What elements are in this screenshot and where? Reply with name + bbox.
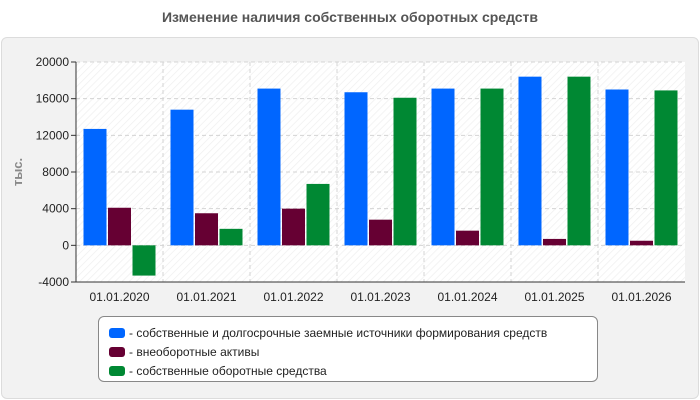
chart-title: Изменение наличия собственных оборотных … [161, 9, 539, 25]
bar [480, 88, 504, 246]
x-tick-label: 01.01.2024 [437, 290, 497, 304]
legend-item-sources: - собственные и долгосрочные заемные ист… [109, 323, 597, 342]
bar [630, 240, 653, 246]
legend-item-working-capital: - собственные оборотные средства [109, 361, 597, 380]
bar [83, 128, 107, 246]
bar [369, 219, 392, 246]
bar [567, 76, 591, 246]
y-tick-label: 16000 [36, 92, 70, 106]
y-axis-label: тыс. [10, 158, 25, 186]
x-tick-label: 01.01.2026 [611, 290, 671, 304]
x-tick-label: 01.01.2025 [524, 290, 584, 304]
bar [518, 76, 542, 246]
y-tick-label: 12000 [36, 128, 70, 142]
x-tick-label: 01.01.2022 [263, 290, 323, 304]
bar [393, 97, 417, 246]
bar [306, 183, 330, 246]
legend: - собственные и долгосрочные заемные ист… [98, 316, 598, 382]
legend-label-sources: - собственные и долгосрочные заемные ист… [129, 325, 548, 340]
bar [605, 89, 629, 246]
bar [282, 208, 305, 246]
bar [543, 238, 566, 246]
bar [431, 88, 455, 246]
x-tick-label: 01.01.2021 [176, 290, 236, 304]
bar [108, 207, 131, 246]
legend-label-noncurrent-assets: - внеоборотные активы [129, 344, 260, 359]
bar [456, 230, 479, 246]
y-tick-label: 8000 [42, 165, 69, 179]
x-tick-label: 01.01.2020 [89, 290, 149, 304]
axes-group: 20000 16000 12000 8000 4000 0 -4000 01.01.2020 0… [36, 55, 685, 304]
bar [132, 245, 156, 276]
bar [257, 88, 281, 246]
y-tick-label: -4000 [38, 275, 69, 289]
legend-label-working-capital: - собственные оборотные средства [129, 363, 327, 378]
y-tick-label: 20000 [36, 55, 70, 69]
legend-swatch-sources [109, 327, 125, 338]
bar [170, 109, 194, 246]
bar [344, 92, 368, 246]
y-tick-label: 0 [62, 238, 69, 252]
bars-group [83, 76, 678, 276]
bar [654, 90, 678, 246]
x-tick-label: 01.01.2023 [350, 290, 410, 304]
legend-swatch-noncurrent-assets [109, 346, 125, 357]
y-tick-label: 4000 [42, 202, 69, 216]
legend-swatch-working-capital [109, 365, 125, 376]
bar [219, 228, 243, 246]
bar [195, 213, 218, 246]
legend-item-noncurrent-assets: - внеоборотные активы [109, 342, 597, 361]
